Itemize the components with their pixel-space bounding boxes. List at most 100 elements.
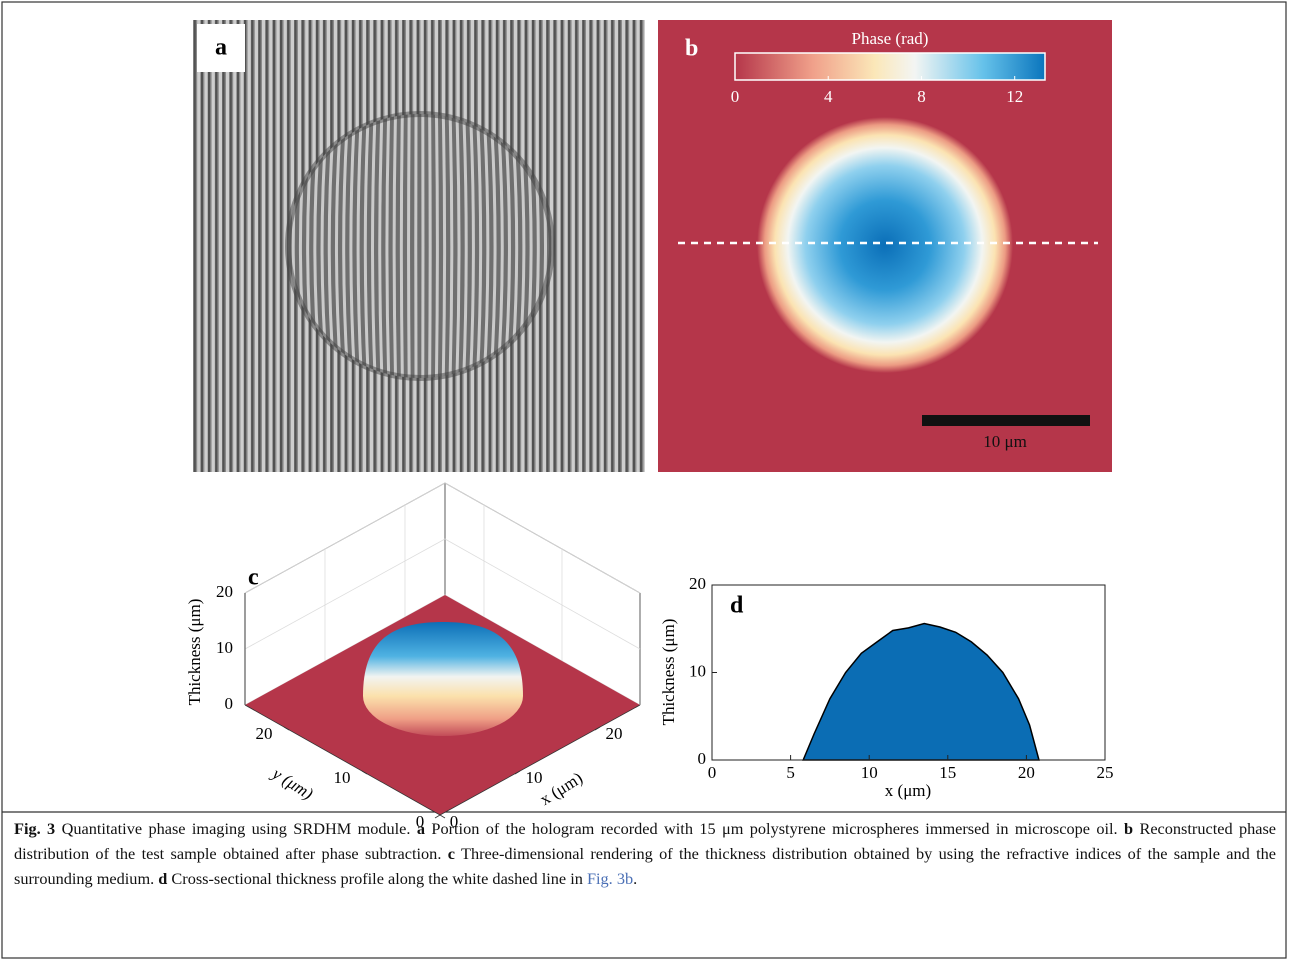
colorbar-tick-label: 8	[917, 87, 926, 106]
colorbar-tick-label: 0	[731, 87, 740, 106]
fringe-dark	[640, 20, 643, 472]
fringe-dark	[258, 20, 261, 472]
y-tick-label: 10	[334, 768, 351, 787]
fringe-curved	[462, 114, 468, 378]
wall-grid	[444, 482, 641, 594]
fringe-curved	[489, 114, 497, 378]
fringe-dark	[596, 20, 599, 472]
fringe	[269, 20, 273, 472]
fringe-dark	[582, 20, 585, 472]
fringe	[197, 20, 201, 472]
fringe	[643, 20, 645, 472]
fringe-curved	[399, 114, 404, 378]
y-tick-label: 20	[256, 724, 273, 743]
fringe-curved	[385, 114, 391, 378]
fringe-dark	[222, 20, 225, 472]
fringe-dark	[611, 20, 614, 472]
fringe	[247, 20, 251, 472]
wall-grid	[444, 538, 641, 650]
figure-link[interactable]: Fig. 3b	[586, 869, 634, 888]
fringe-curved	[371, 114, 377, 378]
fringe-dark	[575, 20, 578, 472]
fringe-curved	[441, 114, 447, 378]
fringe	[586, 20, 590, 472]
fringe	[607, 20, 611, 472]
caption-label: c	[447, 844, 455, 863]
fringe-curved	[482, 114, 490, 378]
hologram	[193, 20, 649, 472]
wall-grid	[244, 538, 446, 650]
x-tick-label: 15	[939, 763, 956, 782]
fringe-dark	[604, 20, 607, 472]
x-tick	[594, 726, 601, 731]
fringe-dark	[647, 20, 649, 472]
fringe-dark	[280, 20, 283, 472]
fringe	[557, 20, 561, 472]
area	[802, 622, 1040, 761]
fringe-dark	[568, 20, 571, 472]
colorbar-tick-label: 12	[1006, 87, 1023, 106]
x-axis-label: x (μm)	[536, 768, 585, 809]
caption-label: d	[158, 869, 168, 888]
fringe-curved	[475, 114, 483, 378]
fringe-dark	[200, 20, 203, 472]
fringe-curved	[455, 114, 461, 378]
fringe	[218, 20, 222, 472]
fringe	[593, 20, 597, 472]
z-tick-label: 10	[216, 638, 233, 657]
y-tick	[283, 726, 290, 731]
caption-label: a	[416, 819, 426, 838]
fringe-dark	[560, 20, 563, 472]
caption-fig: Fig. 3	[14, 819, 56, 838]
fringe	[233, 20, 237, 472]
caption: Fig. 3 Quantitative phase imaging using …	[14, 816, 1276, 891]
fringe-dark	[251, 20, 254, 472]
fringe-curved	[342, 114, 350, 378]
fringe-dark	[618, 20, 621, 472]
panel-label: b	[685, 36, 698, 62]
colorbar-title: Phase (rad)	[852, 29, 929, 48]
x-tick	[434, 814, 441, 819]
fringe	[211, 20, 215, 472]
fringe	[193, 20, 194, 472]
fringe	[226, 20, 230, 472]
fringe	[254, 20, 258, 472]
fringe	[614, 20, 618, 472]
panel-c: 0 10 20 0 10 20 0 10 20	[216, 482, 641, 831]
y-tick	[439, 814, 446, 819]
panel-label-box	[197, 24, 245, 72]
x-tick-label: 10	[526, 768, 543, 787]
panel-d: 0 5 10 15 20 25 0 10 20	[689, 574, 1114, 782]
fringe-curved	[468, 114, 475, 378]
axis-line	[439, 704, 641, 816]
fringe	[629, 20, 633, 472]
y-tick-label: 0	[416, 812, 425, 831]
x-tick-label: 0	[708, 763, 717, 782]
fringe-dark	[208, 20, 211, 472]
fringe-curved	[496, 114, 504, 378]
z-axis-label: Thickness (μm)	[185, 599, 204, 706]
fringe	[622, 20, 626, 472]
fringe-dark	[215, 20, 218, 472]
scale-bar-label: 10 μm	[983, 432, 1027, 451]
fringe-dark	[229, 20, 232, 472]
x-axis-label: x (μm)	[885, 781, 931, 800]
dome	[363, 622, 523, 736]
fringe-curved	[434, 114, 439, 378]
fringe	[240, 20, 244, 472]
caption-text: Reconstructed phase distribution of the …	[14, 819, 1277, 863]
caption-text: Quantitative phase imaging using SRDHM m…	[61, 819, 411, 838]
caption-text: Portion of the hologram recorded with 15…	[431, 819, 1118, 838]
z-tick-label: 0	[225, 694, 234, 713]
y-axis-label: Thickness (μm)	[659, 619, 678, 726]
fringe-dark	[193, 20, 196, 472]
scale-bar	[922, 415, 1090, 426]
fringe-curved	[448, 114, 454, 378]
wall-grid	[244, 482, 446, 594]
z-tick-label: 20	[216, 582, 233, 601]
fringe	[600, 20, 604, 472]
fringe-curved	[349, 114, 357, 378]
